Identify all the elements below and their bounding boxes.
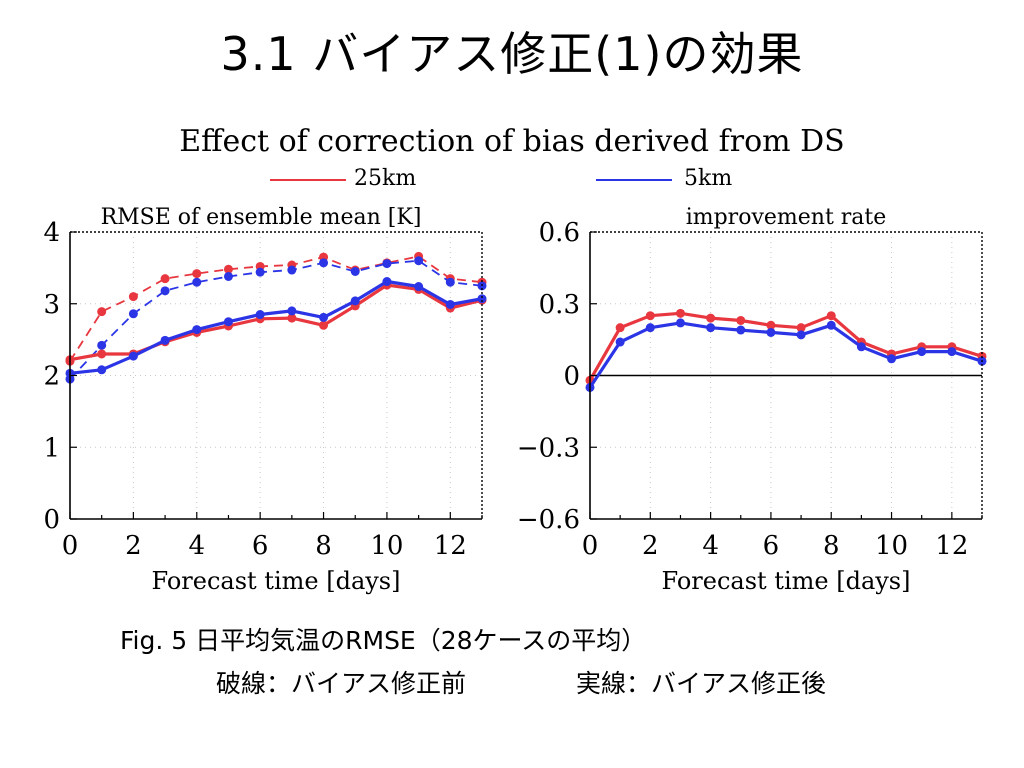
data-point-5km <box>255 267 265 277</box>
data-point-25km <box>675 308 685 318</box>
y-tick-label: 1 <box>43 433 60 463</box>
data-point-5km <box>615 337 625 347</box>
data-point-5km <box>223 317 233 327</box>
data-point-5km <box>645 323 655 333</box>
data-point-5km <box>477 294 487 304</box>
data-point-5km <box>414 282 424 292</box>
series-line-25km-solid <box>588 311 983 382</box>
x-tick-label: 0 <box>62 531 79 561</box>
data-point-25km <box>645 311 655 321</box>
data-point-5km <box>917 347 927 357</box>
y-tick-label: 0.3 <box>539 290 580 320</box>
figure-caption-line1: Fig. 5 日平均気温のRMSE（28ケースの平均） <box>120 626 647 655</box>
series-line-5km-solid <box>69 279 483 375</box>
series-line-5km-dashed <box>69 259 483 380</box>
x-tick-label: 10 <box>370 531 403 561</box>
chart-title: improvement rate <box>686 205 887 230</box>
data-point-5km <box>255 310 265 320</box>
x-tick-label: 6 <box>763 531 780 561</box>
data-point-5km <box>350 266 360 276</box>
y-tick-label: 0 <box>43 505 60 535</box>
data-point-5km <box>766 327 776 337</box>
data-point-25km <box>766 320 776 330</box>
data-point-5km <box>445 277 455 287</box>
legend: 25km 5km <box>0 166 1024 194</box>
y-tick-label: 3 <box>43 290 60 320</box>
data-point-25km <box>736 315 746 325</box>
legend-label-25km: 25km <box>354 166 417 191</box>
y-tick-label: 0 <box>563 362 580 392</box>
data-point-5km <box>856 342 866 352</box>
data-point-5km <box>319 312 329 322</box>
data-point-5km <box>445 299 455 309</box>
data-point-5km <box>947 347 957 357</box>
rmse-chart: RMSE of ensemble mean [K]0 2 4 6 8 10 1201234F… <box>43 205 487 595</box>
x-tick-label: 12 <box>935 531 968 561</box>
series-line-5km-solid <box>588 321 983 389</box>
data-point-25km <box>160 274 170 284</box>
data-point-5km <box>128 309 138 319</box>
y-tick-label: 2 <box>43 362 60 392</box>
x-tick-label: 8 <box>823 531 840 561</box>
data-point-5km <box>97 340 107 350</box>
data-point-25km <box>192 269 202 279</box>
data-point-5km <box>97 365 107 375</box>
legend-line-25km <box>270 179 346 181</box>
x-axis-label: Forecast time [days] <box>152 567 401 595</box>
data-point-25km <box>223 264 233 274</box>
data-point-25km <box>319 320 329 330</box>
x-tick-label: 6 <box>252 531 269 561</box>
data-point-5km <box>887 354 897 364</box>
data-point-5km <box>796 330 806 340</box>
data-point-5km <box>382 259 392 269</box>
data-point-5km <box>192 277 202 287</box>
y-tick-label: −0.6 <box>517 505 580 535</box>
data-point-5km <box>192 325 202 335</box>
data-point-5km <box>736 325 746 335</box>
x-axis-label: Forecast time [days] <box>662 567 911 595</box>
data-point-5km <box>675 318 685 328</box>
data-point-5km <box>160 286 170 296</box>
data-point-25km <box>287 313 297 323</box>
legend-line-5km <box>596 179 672 181</box>
x-tick-label: 0 <box>582 531 599 561</box>
figure-title: Effect of correction of bias derived fro… <box>179 124 845 159</box>
data-point-25km <box>128 292 138 302</box>
legend-label-5km: 5km <box>684 166 733 191</box>
chart-title: RMSE of ensemble mean [K] <box>101 205 422 230</box>
data-point-5km <box>350 296 360 306</box>
data-point-25km <box>97 349 107 359</box>
data-point-5km <box>319 258 329 268</box>
data-point-25km <box>826 311 836 321</box>
data-point-5km <box>160 335 170 345</box>
data-point-25km <box>97 307 107 317</box>
y-tick-label: 0.6 <box>539 218 580 248</box>
y-tick-label: 4 <box>43 218 60 248</box>
improvement-rate-chart: improvement rate 0 2 4 6 8 10 12 −0.6 −0.3 0 0.3 0.6… <box>517 205 987 595</box>
x-tick-label: 2 <box>125 531 142 561</box>
data-point-5km <box>287 306 297 316</box>
data-point-5km <box>414 256 424 266</box>
data-point-5km <box>128 351 138 361</box>
x-tick-label: 10 <box>875 531 908 561</box>
caption-solid-legend: 実線：バイアス修正後 <box>576 669 827 698</box>
x-tick-label: 12 <box>434 531 467 561</box>
x-tick-label: 4 <box>702 531 719 561</box>
x-tick-label: 4 <box>188 531 205 561</box>
x-tick-label: 8 <box>315 531 332 561</box>
data-point-5km <box>287 265 297 275</box>
caption-dashed-legend: 破線：バイアス修正前 <box>216 669 467 698</box>
series-line-25km-dashed <box>69 255 483 362</box>
data-point-5km <box>706 323 716 333</box>
data-point-25km <box>706 313 716 323</box>
data-point-5km <box>223 271 233 281</box>
data-point-5km <box>826 320 836 330</box>
data-point-25km <box>796 323 806 333</box>
data-point-5km <box>382 277 392 287</box>
x-tick-label: 2 <box>642 531 659 561</box>
data-point-25km <box>615 323 625 333</box>
y-tick-label: −0.3 <box>517 433 580 463</box>
slide-title: 3.1 バイアス修正(1)の効果 <box>220 27 804 81</box>
